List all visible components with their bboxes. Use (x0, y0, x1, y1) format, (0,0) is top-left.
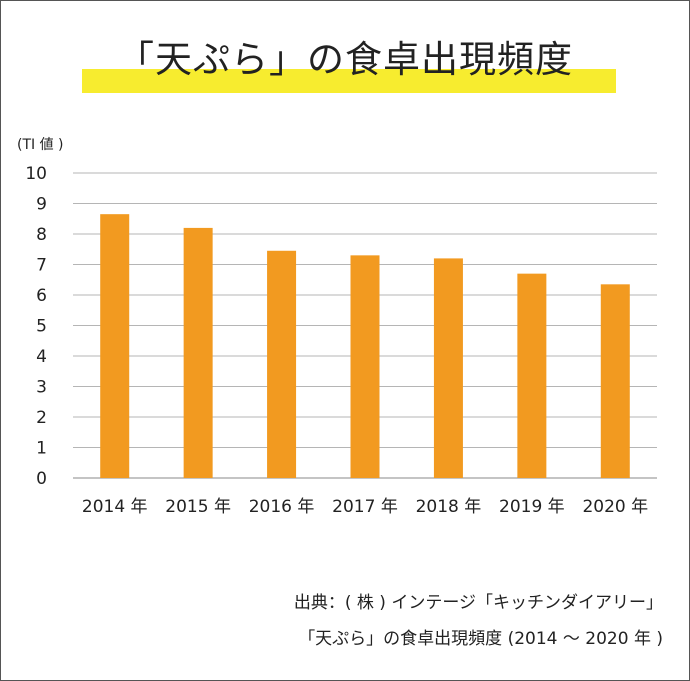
x-tick-label: 2014 年 (82, 497, 148, 517)
bar (267, 250, 297, 478)
x-tick-label: 2020 年 (582, 497, 648, 517)
x-tick-label: 2017 年 (332, 497, 398, 517)
bar (183, 227, 213, 478)
source-note: 出典：( 株 ) インテージ「キッチンダイアリー」 「天ぷら」の食卓出現頻度 (… (294, 585, 663, 657)
bar (433, 258, 463, 478)
y-tick-label: 4 (36, 347, 47, 367)
x-tick-label: 2016 年 (249, 497, 315, 517)
bar (600, 284, 630, 478)
y-tick-label: 1 (36, 439, 47, 459)
y-tick-label: 6 (36, 286, 47, 306)
x-tick-label: 2019 年 (499, 497, 565, 517)
y-tick-label: 7 (36, 256, 47, 276)
y-tick-label: 9 (36, 195, 47, 215)
bar (517, 273, 547, 478)
bar (350, 255, 380, 478)
x-tick-label: 2018 年 (416, 497, 482, 517)
x-axis-labels: 2014 年 2015 年 2016 年 2017 年 2018 年 2019 年 2020… (82, 497, 648, 517)
y-tick-label: 0 (36, 469, 47, 489)
title-area: 「天ぷら」の食卓出現頻度 (1, 31, 689, 101)
y-tick-label: 8 (36, 225, 47, 245)
x-tick-label: 2015 年 (165, 497, 231, 517)
y-axis-unit-label: (TI 値 ) (17, 137, 64, 153)
source-line-1: 出典：( 株 ) インテージ「キッチンダイアリー」 (293, 593, 663, 613)
y-axis-ticks: 0 1 2 3 4 5 6 7 8 9 10 (25, 164, 47, 489)
chart-title: 「天ぷら」の食卓出現頻度 (117, 38, 573, 81)
bar (100, 214, 130, 479)
y-tick-label: 10 (25, 164, 47, 184)
bars (100, 214, 630, 479)
source-line-2: 「天ぷら」の食卓出現頻度 (2014 ～ 2020 年 ) (298, 629, 663, 649)
y-tick-label: 2 (36, 408, 47, 428)
y-tick-label: 5 (36, 317, 47, 337)
title-highlight (82, 69, 616, 93)
y-tick-label: 3 (36, 378, 47, 398)
